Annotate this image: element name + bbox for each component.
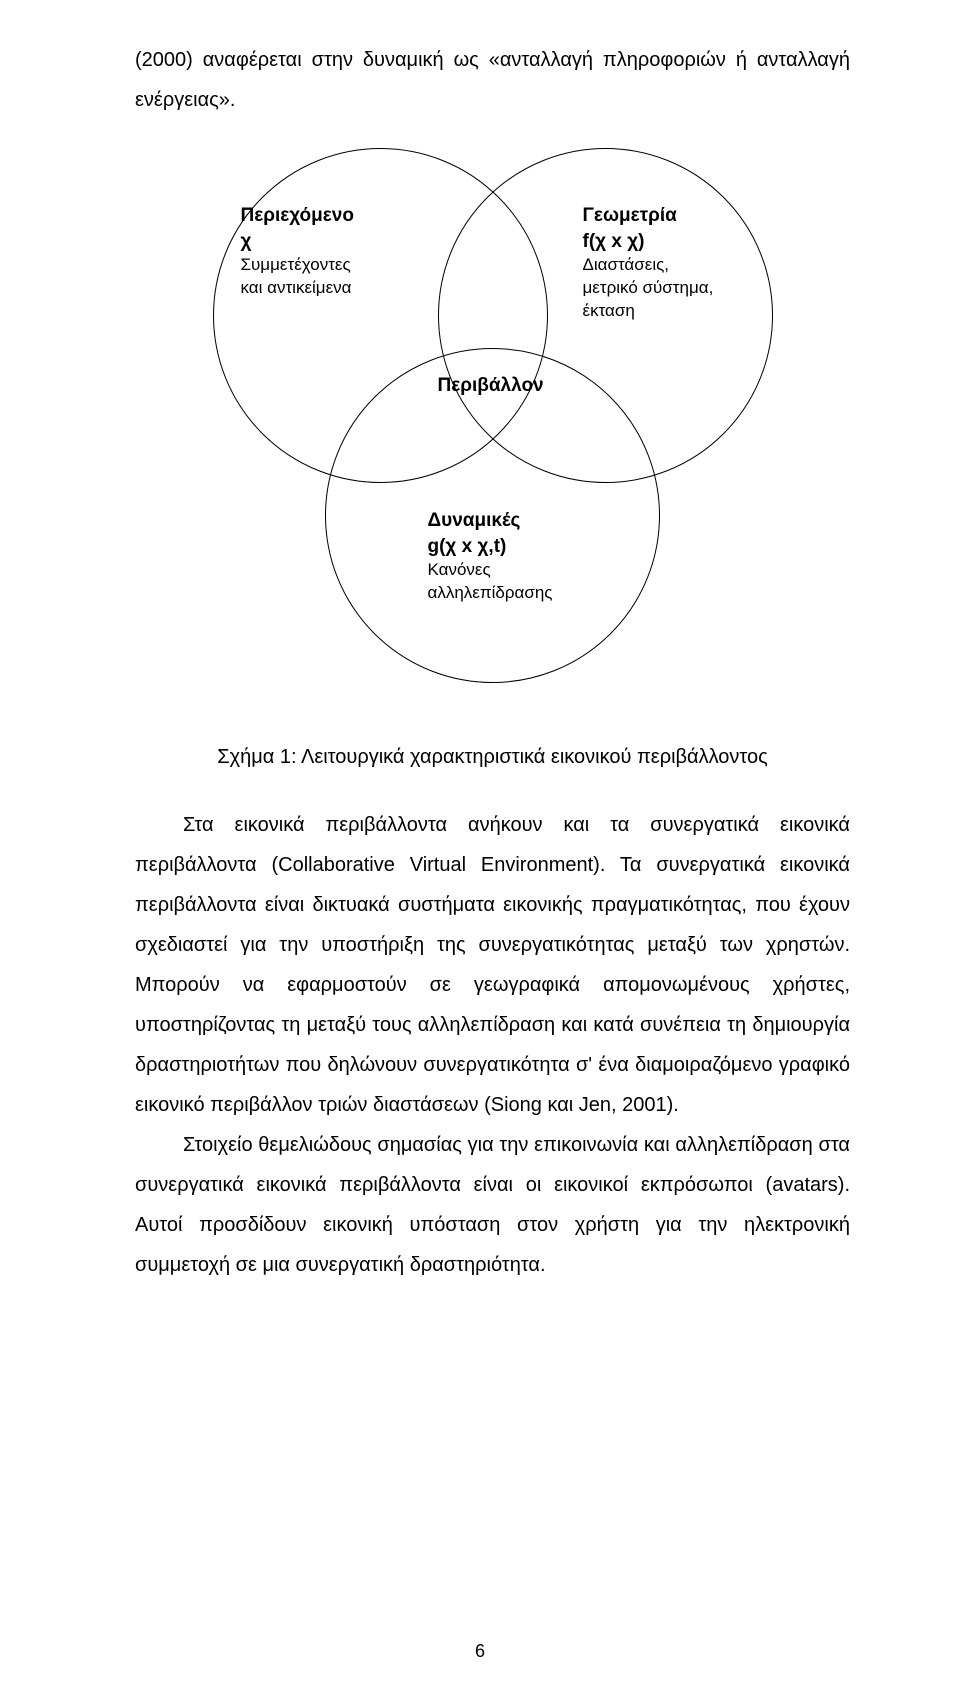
venn-diagram: Περιεχόμενο χ Συμμετέχοντες και αντικείμ…: [183, 148, 803, 718]
page-number: 6: [0, 1641, 960, 1662]
label-dynamics: Δυναμικές g(χ x χ,t) Κανόνες αλληλεπίδρα…: [428, 508, 553, 605]
label-environment-title: Περιβάλλον: [438, 373, 544, 399]
paragraph-2: Στοιχείο θεμελιώδους σημασίας για την επ…: [135, 1125, 850, 1285]
label-dynamics-symbol: g(χ x χ,t): [428, 534, 553, 560]
label-content: Περιεχόμενο χ Συμμετέχοντες και αντικείμ…: [241, 203, 354, 300]
label-content-desc1: Συμμετέχοντες: [241, 254, 354, 277]
label-geometry-desc3: έκταση: [583, 300, 714, 323]
label-content-symbol: χ: [241, 229, 354, 255]
label-geometry-desc1: Διαστάσεις,: [583, 254, 714, 277]
label-geometry: Γεωμετρία f(χ x χ) Διαστάσεις, μετρικό σ…: [583, 203, 714, 323]
paragraph-1: Στα εικονικά περιβάλλοντα ανήκουν και τα…: [135, 805, 850, 1125]
label-geometry-desc2: μετρικό σύστημα,: [583, 277, 714, 300]
figure-caption: Σχήμα 1: Λειτουργικά χαρακτηριστικά εικο…: [135, 746, 850, 769]
intro-paragraph: (2000) αναφέρεται στην δυναμική ως «αντα…: [135, 40, 850, 120]
label-geometry-title: Γεωμετρία: [583, 203, 714, 229]
label-content-title: Περιεχόμενο: [241, 203, 354, 229]
label-dynamics-title: Δυναμικές: [428, 508, 553, 534]
label-geometry-symbol: f(χ x χ): [583, 229, 714, 255]
label-environment: Περιβάλλον: [438, 373, 544, 399]
label-content-desc2: και αντικείμενα: [241, 277, 354, 300]
label-dynamics-desc2: αλληλεπίδρασης: [428, 582, 553, 605]
label-dynamics-desc1: Κανόνες: [428, 559, 553, 582]
